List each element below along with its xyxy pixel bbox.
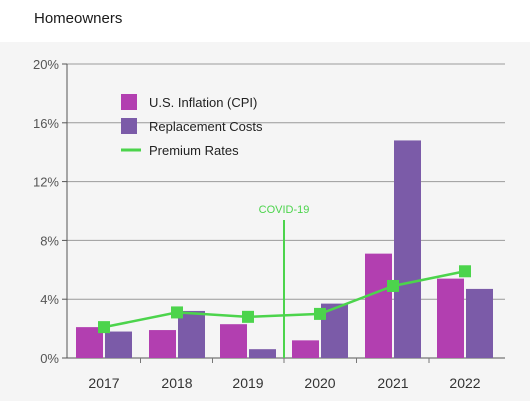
bar-replacement-costs (466, 288, 493, 358)
y-axis-ticks: 0% 4% 8% 12% 16% 20% (33, 57, 59, 366)
y-tick-label: 12% (33, 175, 59, 190)
x-tick-label: 2018 (161, 375, 192, 391)
premium-rates-point (314, 307, 326, 320)
legend-swatch (121, 94, 137, 110)
bars (76, 140, 493, 358)
grid (62, 63, 505, 359)
x-axis-ticks: 2017 2018 2019 2020 2021 2022 (88, 358, 481, 391)
covid-label: COVID-19 (259, 204, 310, 216)
bar-replacement-costs (178, 310, 205, 358)
y-tick-label: 0% (40, 351, 59, 366)
bar-replacement-costs (394, 140, 421, 358)
bar-replacement-costs (105, 331, 132, 358)
premium-rates-point (98, 321, 110, 334)
premium-rates-point (387, 279, 399, 292)
x-tick-label: 2017 (88, 375, 119, 391)
legend-label: U.S. Inflation (CPI) (149, 95, 257, 110)
legend-label: Replacement Costs (149, 119, 263, 134)
x-tick-label: 2021 (377, 375, 408, 391)
bar-replacement-costs (249, 349, 276, 358)
premium-rates-line (103, 270, 466, 329)
y-tick-label: 16% (33, 116, 59, 131)
premium-rates-point (242, 310, 254, 323)
legend: U.S. Inflation (CPI) Replacement Costs Pre… (121, 94, 263, 158)
x-tick-label: 2019 (232, 375, 263, 391)
bar-cpi (365, 253, 392, 358)
premium-rates-point (459, 265, 471, 278)
bar-cpi (149, 330, 176, 358)
legend-swatch (121, 118, 137, 134)
premium-rates-point (171, 306, 183, 319)
annotation: COVID-19 (259, 204, 310, 358)
bar-cpi (437, 278, 464, 358)
y-tick-label: 8% (40, 233, 59, 248)
x-tick-label: 2020 (304, 375, 335, 391)
bar-cpi (292, 340, 319, 358)
legend-label: Premium Rates (149, 143, 239, 158)
premium-line (98, 265, 471, 334)
bar-cpi (220, 324, 247, 358)
y-tick-label: 4% (40, 292, 59, 307)
y-tick-label: 20% (33, 57, 59, 72)
x-tick-label: 2022 (449, 375, 480, 391)
page-title: Homeowners (34, 10, 123, 27)
